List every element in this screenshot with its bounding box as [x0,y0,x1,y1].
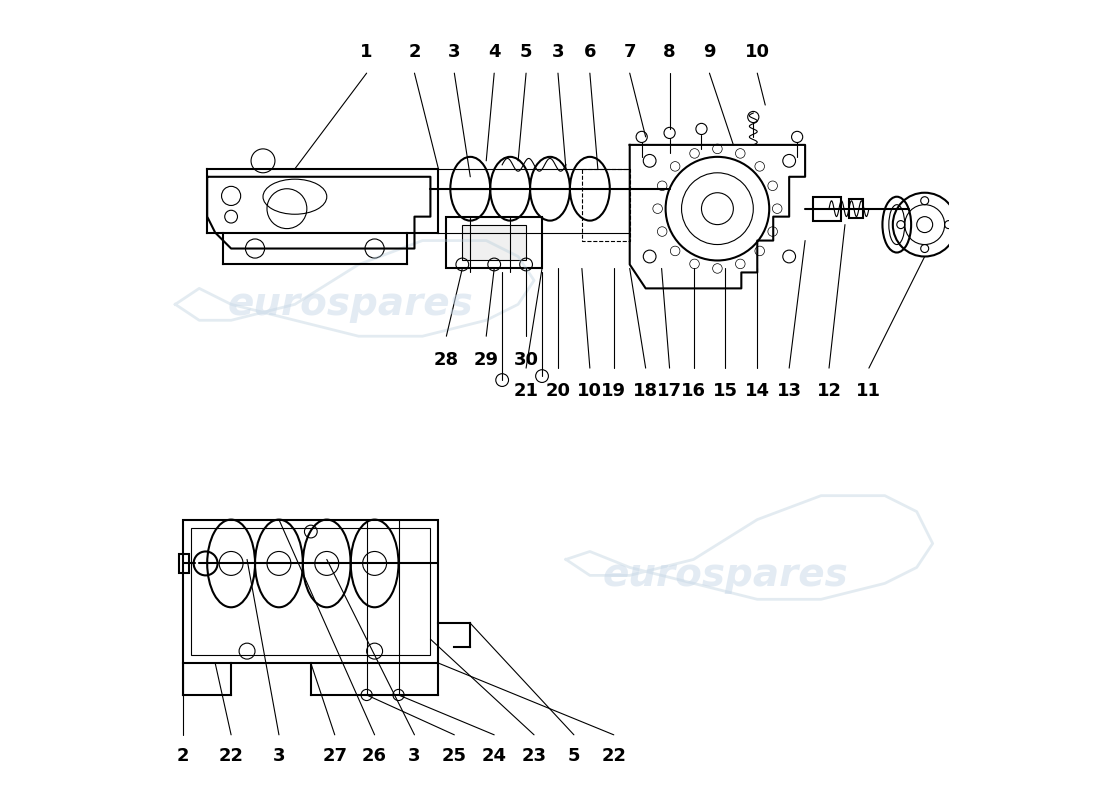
Text: 9: 9 [703,43,716,61]
Text: 21: 21 [514,382,539,401]
Text: eurospares: eurospares [228,286,474,323]
Text: 20: 20 [546,382,571,401]
Text: 3: 3 [408,746,420,765]
Text: 5: 5 [520,43,532,61]
Text: 10: 10 [578,382,603,401]
Text: 17: 17 [657,382,682,401]
Text: 26: 26 [362,746,387,765]
Text: 1: 1 [361,43,373,61]
Text: 7: 7 [624,43,636,61]
Text: 3: 3 [448,43,461,61]
Text: 23: 23 [521,746,547,765]
Text: 15: 15 [713,382,738,401]
Text: 10: 10 [745,43,770,61]
Bar [191,527,430,655]
Bar [184,519,439,663]
Text: 12: 12 [816,382,842,401]
Text: 5: 5 [568,746,580,765]
Text: 8: 8 [663,43,675,61]
Text: 6: 6 [584,43,596,61]
Bar [462,225,526,261]
Text: 2: 2 [177,746,189,765]
Text: 3: 3 [273,746,285,765]
Text: 16: 16 [681,382,706,401]
Text: 25: 25 [442,746,466,765]
Text: 29: 29 [474,350,498,369]
Text: 4: 4 [488,43,501,61]
Text: 22: 22 [219,746,243,765]
Text: 22: 22 [602,746,626,765]
Bar [813,197,842,221]
Bar [179,554,189,573]
Text: 24: 24 [482,746,507,765]
Text: 27: 27 [322,746,348,765]
Text: 19: 19 [602,382,626,401]
Text: 11: 11 [857,382,881,401]
Bar [849,199,864,218]
Text: 14: 14 [745,382,770,401]
Text: 18: 18 [634,382,658,401]
Text: 30: 30 [514,350,539,369]
Text: eurospares: eurospares [603,556,848,594]
Text: 28: 28 [433,350,459,369]
Text: 2: 2 [408,43,420,61]
Bar [447,217,542,269]
Text: 13: 13 [777,382,802,401]
Text: 3: 3 [552,43,564,61]
